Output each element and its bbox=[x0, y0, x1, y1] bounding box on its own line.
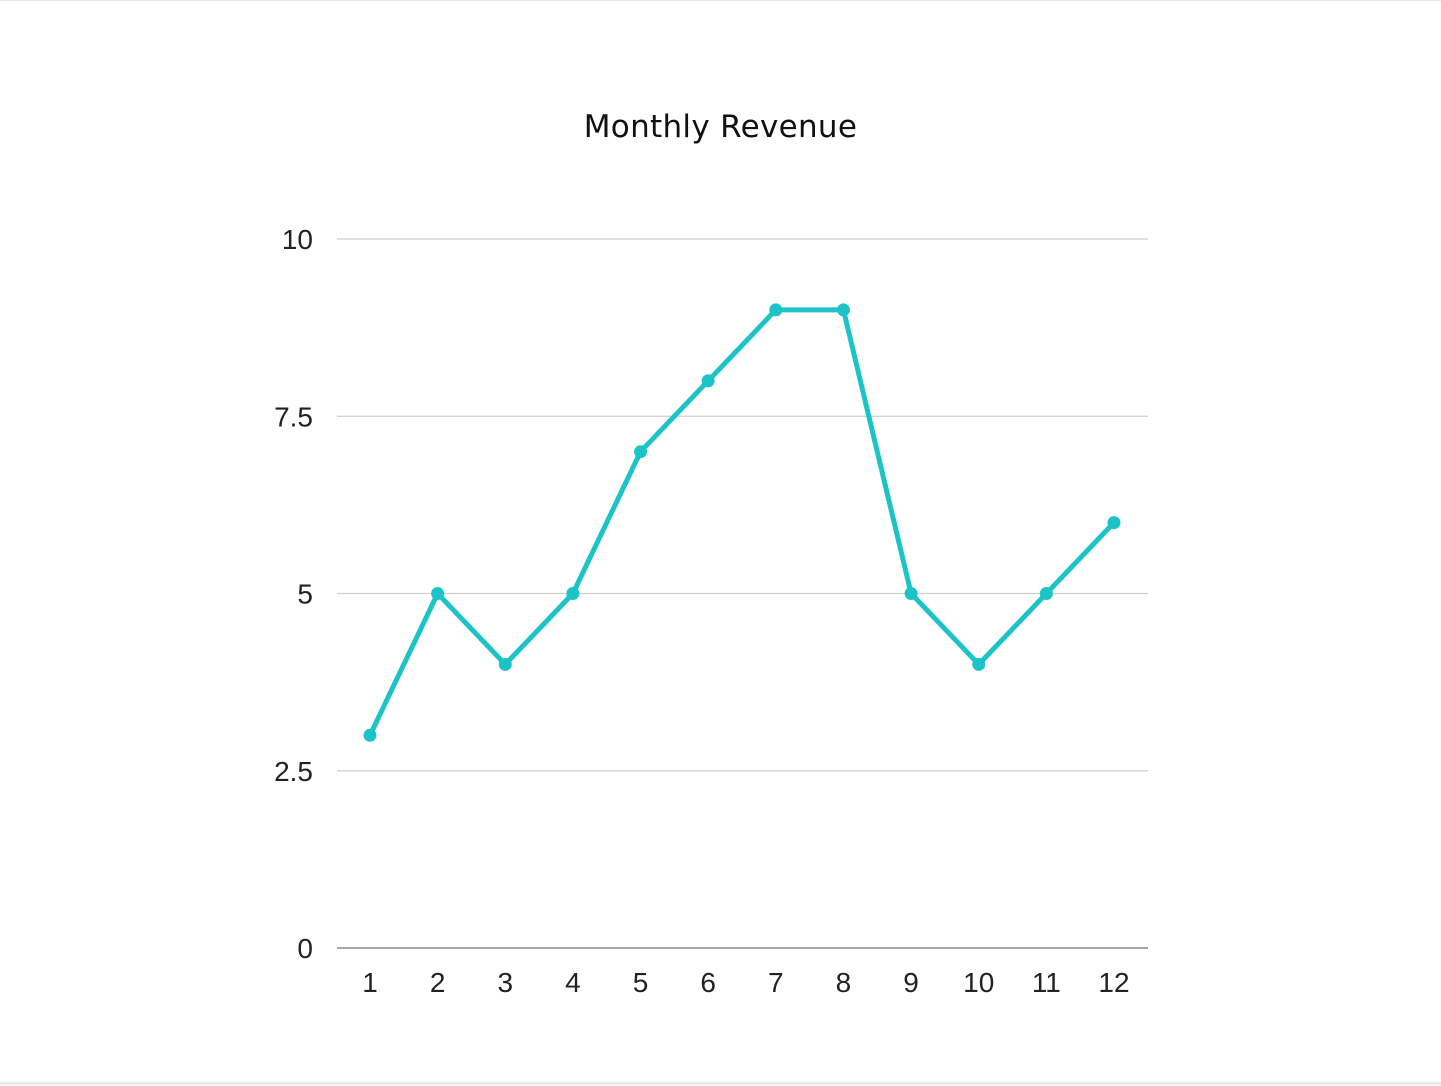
x-tick-label: 1 bbox=[362, 967, 378, 998]
x-axis-ticks: 1 2 3 4 5 6 7 8 9 10 11 12 bbox=[362, 967, 1129, 998]
y-tick-label: 10 bbox=[282, 224, 313, 255]
y-tick-label: 0 bbox=[297, 933, 313, 964]
chart-title: Monthly Revenue bbox=[583, 109, 858, 145]
data-point[interactable] bbox=[363, 728, 377, 742]
x-tick-label: 4 bbox=[565, 967, 581, 998]
x-tick-label: 11 bbox=[1032, 967, 1061, 998]
data-point[interactable] bbox=[634, 445, 648, 459]
x-tick-label: 6 bbox=[700, 967, 716, 998]
x-tick-label: 2 bbox=[430, 967, 446, 998]
data-point[interactable] bbox=[972, 657, 986, 671]
data-point[interactable] bbox=[1039, 587, 1053, 600]
data-point[interactable] bbox=[1107, 516, 1121, 530]
data-point[interactable] bbox=[701, 374, 715, 388]
x-tick-label: 12 bbox=[1098, 967, 1129, 998]
y-tick-label: 2.5 bbox=[274, 756, 313, 787]
y-axis-ticks: 0 2.5 5 7.5 10 bbox=[274, 224, 313, 964]
x-tick-label: 3 bbox=[497, 967, 513, 998]
y-tick-label: 7.5 bbox=[274, 401, 313, 432]
x-tick-label: 7 bbox=[768, 967, 784, 998]
series-layer bbox=[363, 303, 1121, 742]
gridlines bbox=[337, 238, 1148, 949]
data-point[interactable] bbox=[904, 587, 918, 600]
data-point[interactable] bbox=[498, 657, 512, 671]
data-point[interactable] bbox=[836, 303, 850, 317]
x-tick-label: 10 bbox=[963, 967, 994, 998]
x-tick-label: 8 bbox=[836, 967, 852, 998]
data-point[interactable] bbox=[566, 587, 580, 600]
series-line bbox=[367, 307, 1117, 738]
x-tick-label: 5 bbox=[633, 967, 649, 998]
data-point[interactable] bbox=[769, 303, 783, 317]
y-tick-label: 5 bbox=[297, 579, 313, 610]
x-tick-label: 9 bbox=[903, 967, 919, 998]
data-point[interactable] bbox=[431, 587, 445, 600]
